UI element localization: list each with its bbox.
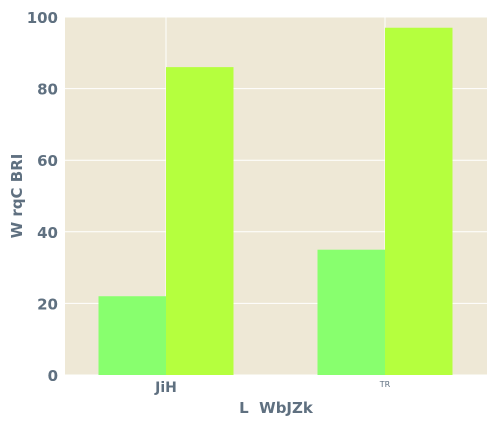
y-tick-label: 60	[37, 152, 58, 170]
y-tick-label: 40	[37, 224, 58, 242]
y-axis-label: W rqC BRI	[8, 154, 26, 239]
x-tick-labels: JiH TR	[154, 380, 391, 396]
y-tick-label: 0	[48, 367, 58, 385]
bar-series-1-JiH	[98, 296, 166, 375]
bars	[98, 27, 453, 376]
x-tick-label: TR	[379, 380, 391, 389]
bar-series-1-TR	[317, 249, 385, 375]
bar-series-2-TR	[385, 27, 453, 376]
y-tick-label: 20	[37, 295, 58, 313]
y-tick-label: 100	[27, 9, 58, 27]
y-tick-label: 80	[37, 81, 58, 99]
bar-series-2-JiH	[166, 67, 234, 376]
x-axis-label: L WbJZk	[239, 399, 314, 417]
y-tick-labels: 0 20 40 60 80 100	[27, 9, 58, 385]
x-tick-label: JiH	[154, 380, 177, 396]
